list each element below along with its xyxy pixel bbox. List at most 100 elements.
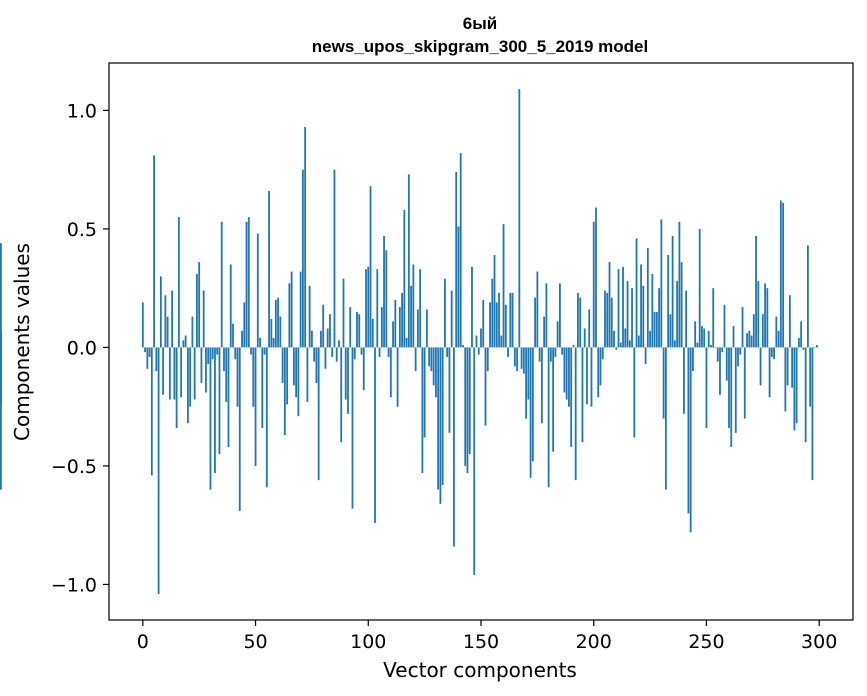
chart-subtitle: news_upos_skipgram_300_5_2019 model: [312, 37, 648, 56]
bar: [175, 347, 178, 429]
bar: [369, 186, 372, 348]
bar: [746, 333, 748, 348]
bar: [245, 221, 248, 348]
bar: [811, 347, 814, 481]
bar: [807, 245, 809, 348]
bar: [540, 347, 543, 424]
bar: [730, 347, 733, 447]
bar: [383, 236, 385, 348]
bar: [816, 345, 818, 348]
bar: [464, 347, 467, 466]
bar: [288, 283, 291, 348]
bar: [227, 347, 230, 447]
bar: [761, 314, 764, 348]
bar: [595, 207, 597, 348]
bar: [802, 347, 805, 350]
chart-title: 6ый: [463, 14, 497, 33]
bar: [171, 290, 174, 348]
bar: [572, 345, 575, 348]
bar: [507, 347, 509, 357]
bar: [649, 330, 651, 348]
bar: [759, 347, 762, 386]
bar: [223, 347, 225, 372]
bar: [741, 307, 744, 348]
bar: [671, 236, 674, 348]
bar: [446, 347, 449, 357]
bar: [752, 314, 755, 348]
bar: [378, 347, 381, 357]
bar: [281, 347, 284, 383]
bar: [755, 236, 757, 348]
bar: [531, 347, 534, 462]
bar: [545, 283, 548, 348]
bar: [317, 347, 320, 481]
bar: [141, 302, 144, 348]
bar: [466, 347, 469, 474]
bar: [574, 347, 577, 481]
bar: [387, 347, 390, 357]
bar: [432, 347, 435, 386]
bar: [775, 316, 778, 348]
bar: [493, 254, 496, 348]
bar: [189, 347, 192, 407]
bar: [685, 290, 688, 348]
bar: [144, 347, 146, 353]
bar: [351, 347, 354, 509]
bar: [556, 321, 559, 348]
bar: [504, 304, 507, 348]
bar: [599, 347, 602, 386]
y-axis-label: Components values: [10, 243, 34, 441]
bar: [606, 292, 609, 348]
bar: [707, 330, 710, 348]
bar: [216, 347, 219, 355]
bar: [719, 347, 721, 395]
bar: [660, 219, 663, 348]
x-tick-label: 0: [137, 631, 149, 653]
bar: [0, 335, 2, 348]
bar: [425, 309, 428, 348]
bar: [166, 316, 169, 348]
bar: [250, 347, 252, 355]
bar: [631, 288, 633, 348]
bar: [768, 347, 771, 398]
bar: [299, 271, 302, 348]
bar: [676, 281, 679, 348]
bar: [543, 316, 546, 348]
bar: [315, 347, 318, 383]
bar: [610, 297, 613, 348]
bar: [297, 347, 300, 417]
bar: [732, 326, 735, 348]
bar: [554, 347, 557, 357]
bar: [416, 309, 419, 348]
bar: [256, 233, 259, 348]
bar: [385, 250, 388, 348]
bar: [608, 262, 611, 348]
bar: [191, 316, 194, 348]
bar: [662, 347, 665, 419]
bar: [205, 347, 207, 393]
bar: [714, 347, 717, 349]
x-tick-label: 150: [463, 631, 499, 653]
bar: [500, 335, 503, 348]
bar: [146, 347, 149, 369]
bar: [371, 318, 374, 348]
bar: [367, 266, 370, 348]
bar: [628, 340, 631, 348]
bar: [270, 318, 273, 348]
bar: [324, 347, 327, 369]
bar: [308, 285, 311, 348]
bar: [401, 292, 403, 348]
bar: [412, 264, 415, 348]
bar: [405, 337, 408, 348]
bar: [326, 328, 329, 348]
bar: [198, 262, 201, 348]
bar: [689, 347, 692, 533]
bar: [495, 302, 498, 348]
bar: [777, 330, 780, 348]
y-axis-ticks: −1.0 −0.5 0.0 0.5 1.0: [51, 100, 109, 596]
bar: [619, 342, 622, 348]
bar: [570, 347, 573, 447]
bar: [272, 337, 275, 348]
